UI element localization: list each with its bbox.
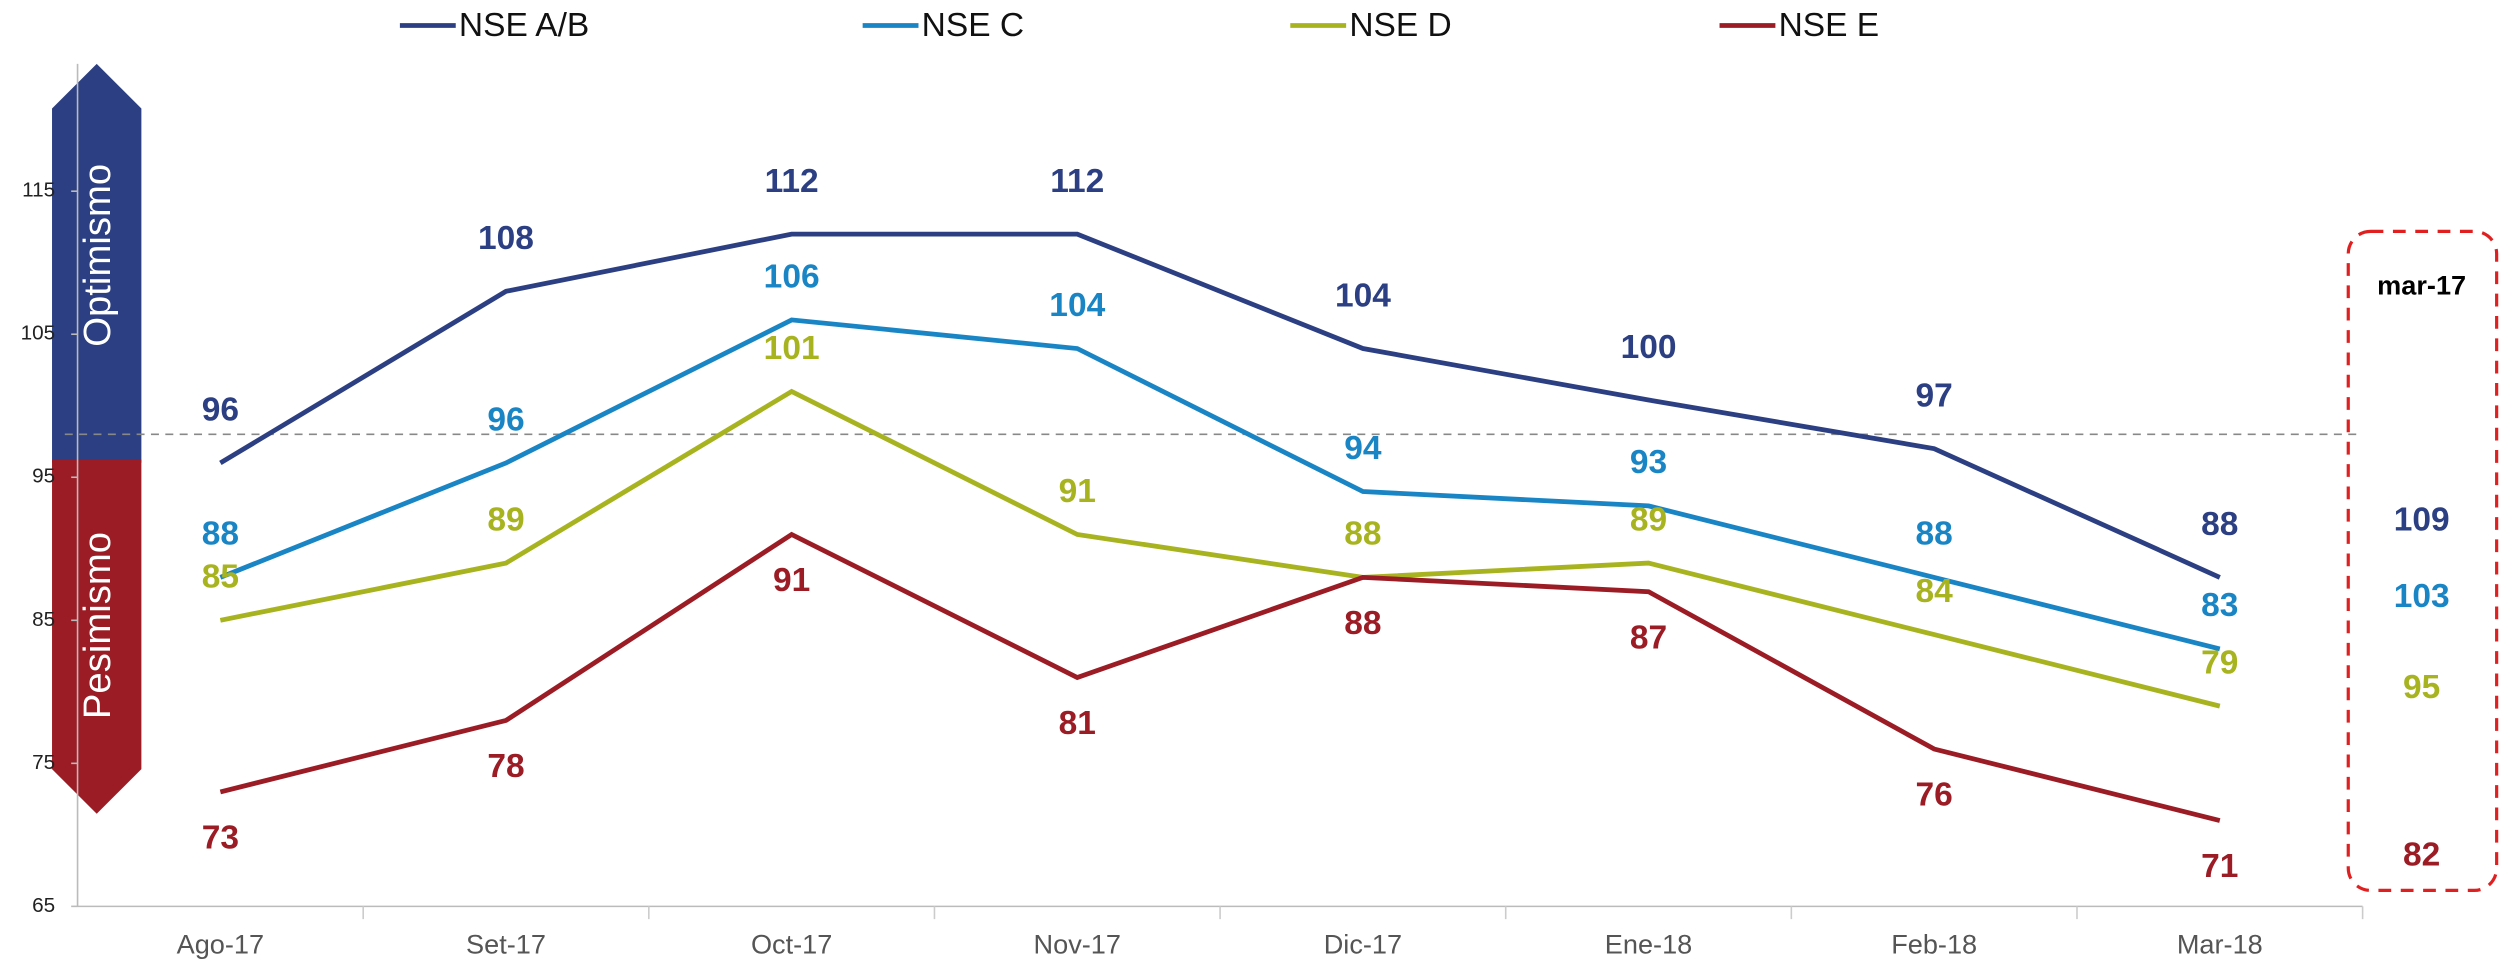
- data-label: 112: [765, 163, 819, 200]
- data-label: 89: [487, 501, 524, 538]
- data-label: 83: [2201, 587, 2238, 624]
- data-label: 71: [2201, 848, 2238, 885]
- y-tick-label: 95: [32, 465, 55, 488]
- x-tick-label: Nov-17: [1034, 928, 1121, 959]
- data-label: 89: [1630, 501, 1667, 538]
- pessimism-arrow: [52, 459, 142, 814]
- comparison-box: [2346, 229, 2499, 893]
- comparison-value: 103: [2394, 578, 2450, 615]
- data-label: 87: [1630, 619, 1667, 656]
- comparison-value: 95: [2403, 669, 2440, 706]
- data-label: 91: [1059, 473, 1096, 510]
- data-label: 91: [773, 562, 810, 599]
- data-label: 88: [1344, 516, 1381, 553]
- x-tick-label: Ene-18: [1605, 928, 1692, 959]
- x-tick-label: Dic-17: [1324, 928, 1402, 959]
- x-tick-label: Set-17: [466, 928, 546, 959]
- x-tick-label: Oct-17: [751, 928, 832, 959]
- data-label: 85: [202, 559, 239, 596]
- optimism-arrow: [52, 63, 142, 463]
- data-label: 100: [1621, 329, 1677, 366]
- comparison-label: mar-17: [2377, 269, 2466, 300]
- comparison-value: 82: [2403, 837, 2440, 874]
- data-label: 84: [1916, 573, 1954, 610]
- data-label: 97: [1916, 377, 1953, 414]
- data-label: 108: [478, 220, 534, 257]
- data-label: 79: [2201, 644, 2238, 681]
- legend-label: NSE D: [1349, 7, 1451, 44]
- legend-label: NSE A/B: [459, 7, 589, 44]
- data-label: 88: [1344, 605, 1381, 642]
- data-label: 93: [1630, 444, 1667, 481]
- data-label: 104: [1049, 287, 1105, 324]
- data-label: 78: [487, 748, 524, 785]
- x-tick-label: Ago-17: [177, 928, 264, 959]
- data-label: 76: [1916, 777, 1953, 814]
- optimism-label: Optimismo: [76, 164, 119, 347]
- series-line: [219, 317, 2221, 652]
- data-label: 106: [764, 258, 820, 295]
- data-label: 96: [487, 401, 524, 438]
- y-tick-label: 115: [22, 179, 55, 202]
- legend-label: NSE C: [922, 7, 1024, 44]
- legend-label: NSE E: [1779, 7, 1880, 44]
- data-label: 88: [202, 516, 239, 553]
- y-tick-label: 75: [32, 751, 55, 774]
- pessimism-label: Pesimismo: [76, 532, 119, 719]
- data-label: 94: [1344, 430, 1382, 467]
- data-label: 81: [1059, 705, 1096, 742]
- y-tick-label: 65: [32, 894, 55, 917]
- data-label: 88: [1916, 516, 1953, 553]
- series-line: [219, 531, 2221, 823]
- x-tick-label: Feb-18: [1891, 928, 1977, 959]
- comparison-value: 109: [2394, 502, 2450, 539]
- data-label: 112: [1050, 163, 1104, 200]
- data-label: 73: [202, 820, 239, 857]
- data-label: 101: [764, 330, 820, 367]
- x-tick-label: Mar-18: [2177, 928, 2263, 959]
- data-label: 104: [1335, 277, 1391, 314]
- data-label: 88: [2201, 506, 2238, 543]
- data-label: 96: [202, 392, 239, 429]
- y-tick-label: 105: [21, 322, 56, 345]
- series-line: [219, 231, 2221, 580]
- y-tick-label: 85: [32, 608, 55, 631]
- series-line: [219, 388, 2221, 709]
